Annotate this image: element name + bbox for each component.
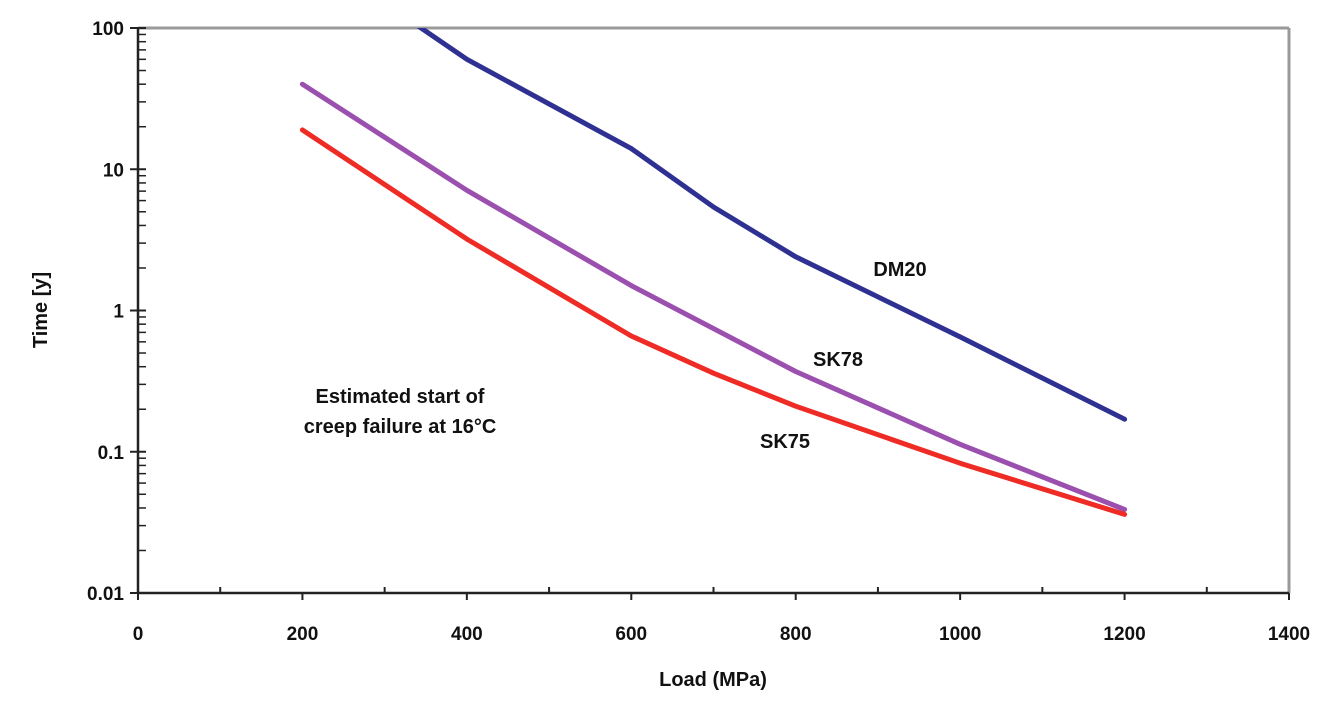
x-tick-label: 1200: [1103, 624, 1145, 645]
y-tick-label: 0.01: [87, 584, 124, 605]
x-tick-label: 600: [615, 624, 647, 645]
series-label-dm20: DM20: [873, 259, 926, 281]
x-tick-label: 1400: [1268, 624, 1310, 645]
annotation-line-2: creep failure at 16°C: [304, 416, 497, 438]
annotation-line-1: Estimated start of: [316, 386, 485, 408]
y-tick-label: 1: [113, 302, 124, 323]
series-label-sk75: SK75: [760, 431, 810, 453]
x-tick-label: 800: [780, 624, 812, 645]
series-line-sk78: [299, 81, 1128, 512]
series-label-sk78: SK78: [813, 349, 863, 371]
labels: DM20 SK78 SK75: [760, 259, 927, 453]
x-tick-label: 1000: [939, 624, 981, 645]
y-tick-label: 0.1: [98, 443, 125, 464]
axes: 0 200 400 600 800 1000 1200 1400 0.01 0.1 1 10 100: [87, 19, 1310, 645]
y-axis-title: Time [y]: [30, 272, 52, 348]
x-tick-label: 200: [287, 624, 319, 645]
x-tick-label: 0: [133, 624, 144, 645]
x-axis-title: Load (MPa): [659, 669, 767, 691]
series-line-dm20: [416, 28, 1128, 422]
y-tick-label: 100: [92, 19, 124, 40]
series-line-sk75: [299, 127, 1128, 517]
series-lines: [299, 28, 1128, 517]
y-tick-label: 10: [103, 160, 124, 181]
x-tick-label: 400: [451, 624, 483, 645]
